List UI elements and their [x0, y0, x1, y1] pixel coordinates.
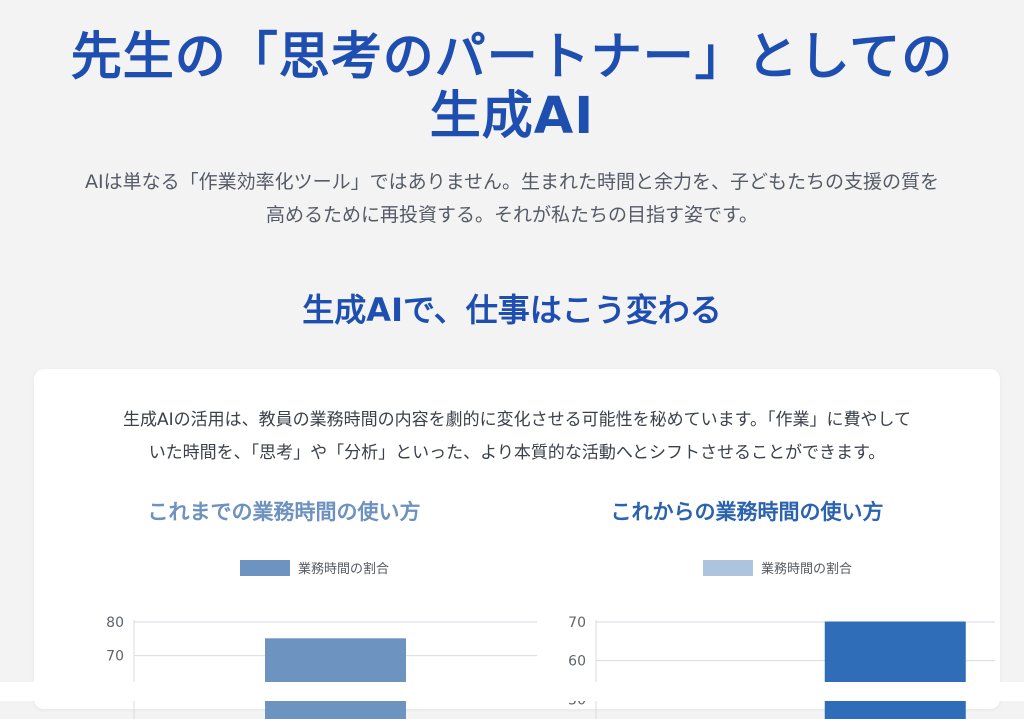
chart-after-bar-1: [824, 621, 966, 719]
comparison-card: 生成AIの活用は、教員の業務時間の内容を劇的に変化させる可能性を秘めています。「…: [34, 369, 1000, 719]
page-title: 先生の「思考のパートナー」としての 生成AI: [0, 28, 1024, 146]
card-intro-line-2: いた時間を、「思考」や「分析」といった、より本質的な活動へとシフトさせることがで…: [148, 443, 886, 463]
chart-before-bars: [265, 638, 406, 719]
chart-after-bars: [824, 621, 966, 719]
chart-after-legend-label: 業務時間の割合: [761, 561, 852, 577]
bottom-strip: [0, 682, 1024, 701]
chart-title-after: これからの業務時間の使い方: [610, 500, 884, 524]
section-title: 生成AIで、仕事はこう変わる: [302, 291, 722, 329]
page-title-line-2: 生成AI: [429, 87, 595, 146]
chart-before-bar-0: [265, 638, 406, 719]
chart-title-before: これまでの業務時間の使い方: [147, 500, 421, 524]
hero-description-line-2: 高めるために再投資する。それが私たちの目指す姿です。: [265, 204, 759, 226]
chart-after-legend-swatch: [703, 560, 753, 576]
chart-before-y-tick-label: 70: [106, 649, 124, 665]
card-intro-text: 生成AIの活用は、教員の業務時間の内容を劇的に変化させる可能性を秘めています。「…: [66, 404, 968, 470]
chart-before-legend-swatch: [240, 560, 290, 576]
chart-after-y-tick-label: 60: [568, 654, 586, 670]
chart-after-legend: 業務時間の割合: [703, 560, 852, 577]
chart-before-legend: 業務時間の割合: [240, 560, 389, 577]
hero-description: AIは単なる「作業効率化ツール」ではありません。生まれた時間と余力を、子どもたち…: [36, 166, 988, 232]
card-intro-line-1: 生成AIの活用は、教員の業務時間の内容を劇的に変化させる可能性を秘めています。「…: [123, 410, 911, 430]
page-title-line-1: 先生の「思考のパートナー」としての: [70, 28, 954, 87]
hero-description-line-1: AIは単なる「作業効率化ツール」ではありません。生まれた時間と余力を、子どもたち…: [84, 171, 940, 193]
chart-after-y-tick-label: 70: [568, 615, 586, 631]
chart-before-y-tick-label: 80: [106, 615, 124, 631]
chart-before-legend-label: 業務時間の割合: [298, 561, 389, 577]
